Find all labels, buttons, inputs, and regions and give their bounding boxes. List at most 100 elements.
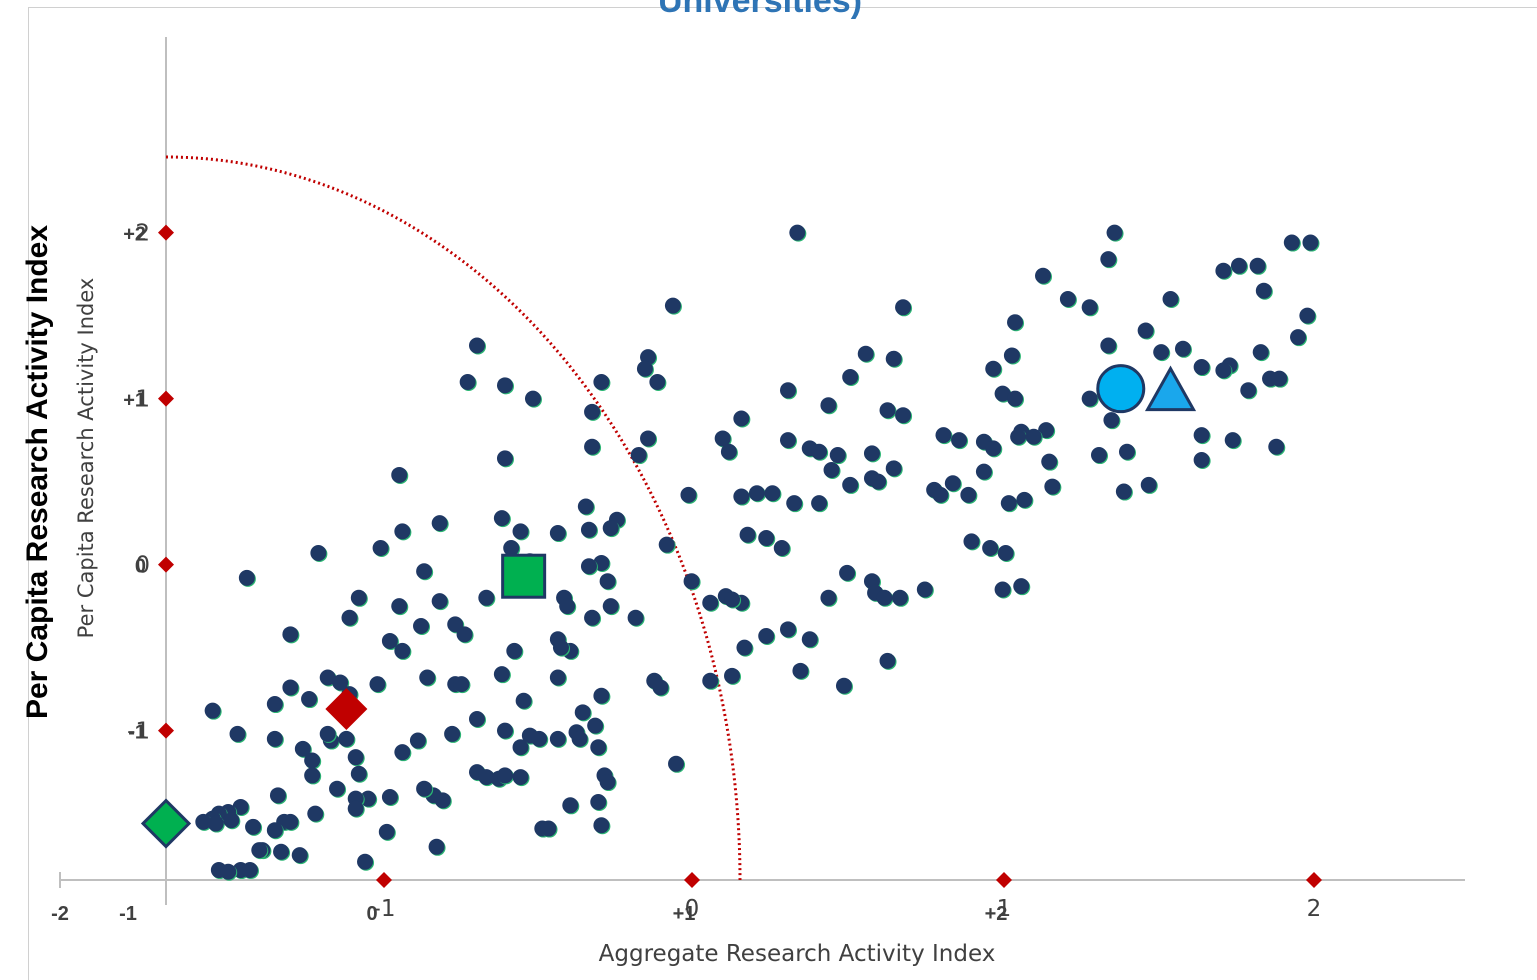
data-point [720, 443, 737, 460]
data-point [1193, 452, 1210, 469]
data-point [229, 725, 246, 742]
data-point [496, 767, 513, 784]
highlight-circle [1096, 364, 1146, 414]
data-point [304, 752, 321, 769]
data-point [459, 374, 476, 390]
data-point [1215, 362, 1232, 379]
y-axis-title: Per Capita Research Activity Index [74, 278, 98, 639]
data-point [273, 843, 290, 860]
data-point [842, 369, 859, 386]
data-point [512, 769, 529, 786]
data-point [552, 639, 569, 656]
x-tick-label-secondary: +1 [673, 903, 696, 925]
data-point [780, 382, 796, 399]
axes [59, 37, 1465, 905]
data-point [496, 377, 513, 394]
data-point [347, 800, 364, 817]
data-point [680, 486, 697, 503]
data-point [724, 591, 741, 608]
y-axis-title-primary: Per Capita Research Activity Index [21, 225, 54, 719]
data-point [764, 485, 781, 502]
data-point [347, 749, 364, 766]
data-point [319, 725, 336, 742]
data-point [1007, 390, 1024, 407]
data-point [515, 692, 532, 709]
data-point [1162, 291, 1179, 307]
data-point [891, 589, 908, 606]
data-point [584, 438, 601, 455]
data-point [282, 679, 299, 696]
data-point [266, 822, 283, 839]
x-tick-marker [1306, 872, 1322, 888]
data-point [916, 581, 933, 598]
data-point [204, 702, 221, 719]
data-point [266, 730, 283, 747]
data-point [341, 609, 358, 626]
data-point [571, 730, 588, 747]
data-point [1268, 438, 1285, 455]
data-point [1035, 267, 1052, 284]
data-point [786, 495, 803, 512]
data-point [493, 666, 510, 683]
data-point [369, 676, 386, 693]
data-point [428, 838, 445, 855]
data-point [381, 632, 398, 649]
data-point [1137, 322, 1154, 339]
tick-labels: 2+21+100-1-1-1 0 1 2-2 -1 0 +1 +2 [51, 221, 1321, 925]
data-point [1013, 578, 1030, 595]
data-point [683, 573, 700, 590]
data-point [269, 787, 286, 804]
data-point [857, 345, 874, 362]
data-point [1100, 337, 1117, 354]
x-tick-label: 0 [685, 896, 700, 922]
data-point [982, 540, 999, 556]
data-point [562, 797, 579, 814]
x-tick-label-secondary: -2 [51, 903, 69, 925]
data-point [792, 662, 809, 679]
data-point [1271, 370, 1288, 387]
highlight-square [501, 553, 547, 599]
data-point [780, 621, 796, 638]
data-point [496, 722, 513, 739]
data-point [496, 450, 513, 467]
data-point [1025, 428, 1042, 445]
data-point [593, 687, 610, 704]
data-point [733, 488, 750, 505]
y-tick-label: 1 [135, 387, 150, 413]
data-point [329, 780, 346, 797]
data-point [724, 667, 741, 684]
y-tick-marker [158, 224, 174, 241]
data-points [195, 224, 1320, 881]
data-point [870, 473, 887, 490]
threshold-curve-line [165, 155, 742, 881]
data-point [394, 523, 411, 540]
data-point [780, 432, 796, 449]
data-point [702, 672, 719, 689]
data-point [652, 679, 669, 696]
data-point [444, 725, 461, 742]
x-tick-label-secondary: +2 [985, 903, 1008, 925]
y-tick-marker [158, 390, 174, 407]
data-point [291, 847, 308, 864]
data-point [593, 374, 610, 390]
plot-border-left [28, 7, 29, 980]
data-point [241, 862, 258, 879]
data-point [1283, 234, 1300, 251]
data-point [863, 445, 880, 462]
data-point [304, 767, 321, 784]
data-point [590, 793, 607, 810]
data-point [223, 812, 240, 829]
data-point [879, 402, 896, 419]
data-point [823, 461, 840, 478]
data-point [372, 540, 389, 556]
data-point [985, 360, 1002, 377]
data-point [580, 558, 597, 575]
data-point [593, 817, 610, 834]
data-point [985, 440, 1002, 457]
data-point [350, 765, 367, 782]
data-point [1290, 329, 1307, 346]
data-point [478, 769, 495, 786]
data-point [714, 430, 731, 447]
data-point [319, 669, 336, 686]
